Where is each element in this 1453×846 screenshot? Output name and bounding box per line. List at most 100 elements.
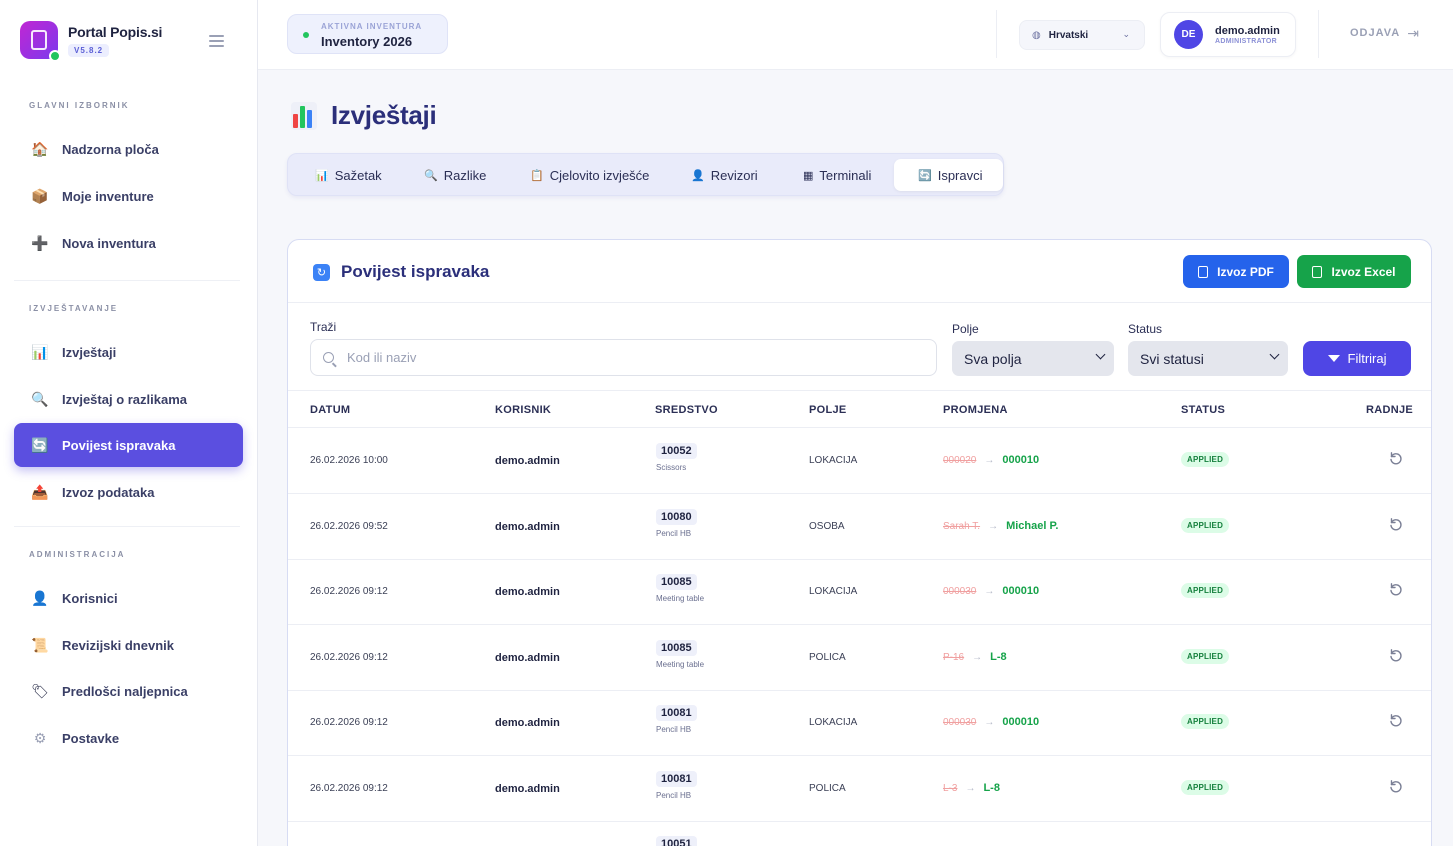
export-excel-button[interactable]: Izvoz Excel [1297,255,1411,288]
sidebar-item-audit-log[interactable]: 📜 Revizijski dnevnik [14,623,243,667]
version-badge: V5.8.2 [68,44,110,57]
chevron-down-icon [1095,349,1106,360]
revert-icon[interactable] [1388,778,1404,794]
asset-code[interactable]: 10081 [656,705,697,721]
table-row: 26.02.2026 09:12 demo.admin 10085 Meeting t… [288,625,1431,691]
tab-terminals[interactable]: ▦ Terminali [803,159,871,191]
sidebar-item-label: Povijest ispravaka [62,437,176,453]
row-user: demo.admin [495,521,560,533]
tab-auditors[interactable]: 👤 Revizori [691,159,758,191]
sidebar-item-data-export[interactable]: 📤 Izvoz podataka [14,470,243,514]
row-asset: 10052 Scissors [656,443,697,472]
topbar: AKTIVNA INVENTURA Inventory 2026 ◍ Hrvat… [258,0,1453,70]
export-pdf-button[interactable]: Izvoz PDF [1183,255,1289,288]
revert-icon[interactable] [1388,450,1404,466]
file-download-icon [1312,265,1323,278]
active-inventory-chip[interactable]: AKTIVNA INVENTURA Inventory 2026 [287,14,448,54]
new-value: 000010 [1002,585,1040,597]
sidebar-item-correction-history[interactable]: 🔄 Povijest ispravaka [14,423,243,467]
sidebar-item-dashboard[interactable]: 🏠 Nadzorna ploča [14,127,243,171]
brand-name: Portal Popis.si [68,24,163,40]
card-title: ↻ Povijest ispravaka [313,262,489,282]
row-user: demo.admin [495,652,560,664]
card-header: ↻ Povijest ispravaka Izvoz PDF Izvoz Exc… [288,240,1431,303]
sidebar-item-difference-report[interactable]: 🔍 Izvještaj o razlikama [14,377,243,421]
filter-icon [1327,355,1340,362]
row-date: 26.02.2026 09:12 [310,586,388,597]
row-change: P-16 → L-8 [943,651,1007,663]
online-indicator [49,50,61,62]
tab-label: Revizori [710,167,758,183]
column-header-actions: RADNJE [1366,404,1414,416]
plus-icon: ➕ [31,234,49,251]
row-field: OSOBA [809,521,845,532]
language-select[interactable]: ◍ Hrvatski ⌄ [1019,20,1145,50]
row-field: LOKACIJA [809,586,858,597]
search-input[interactable] [347,350,907,365]
field-filter-value: Sva polja [964,350,1022,367]
asset-code[interactable]: 10080 [656,509,697,525]
revert-icon[interactable] [1388,581,1404,597]
column-header-status[interactable]: STATUS [1181,404,1226,416]
column-header-user[interactable]: KORISNIK [495,404,552,416]
sidebar-item-label: Revizijski dnevnik [62,637,174,653]
revert-icon[interactable] [1388,647,1404,663]
divider [14,280,240,281]
tab-corrections[interactable]: 🔄 Ispravci [894,159,1003,191]
refresh-icon: 🔄 [918,169,932,182]
sidebar-item-users[interactable]: 👤 Korisnici [14,576,243,620]
sidebar-item-label-templates[interactable]: 🏷 Predlošci naljepnica [14,669,243,713]
filter-button[interactable]: Filtriraj [1303,341,1411,376]
revert-icon[interactable] [1388,712,1404,728]
tab-differences[interactable]: 🔍 Razlike [424,159,486,191]
user-menu[interactable]: DE demo.admin ADMINISTRATOR [1160,12,1296,57]
sidebar-item-new-inventory[interactable]: ➕ Nova inventura [14,221,243,265]
search-label: Traži [310,320,337,334]
old-value: L-3 [943,782,958,794]
row-date: 26.02.2026 09:12 [310,717,388,728]
terminal-icon: ▦ [803,169,814,182]
tab-summary[interactable]: 📊 Sažetak [315,159,382,191]
sidebar-item-label: Predlošci naljepnica [62,683,188,699]
column-header-date[interactable]: DATUM [310,404,351,416]
box-icon: 📦 [31,187,49,204]
table-row: 26.02.2026 09:12 demo.admin 10081 Pencil HB… [288,690,1431,756]
table-header: DATUM KORISNIK SREDSTVO POLJE PROMJENA S… [288,390,1431,428]
row-change: 000030 → 000010 [943,585,1039,597]
asset-name: Pencil HB [656,791,692,800]
field-filter-select[interactable]: Sva polja [952,341,1114,376]
asset-code[interactable]: 10052 [656,443,697,459]
language-value: Hrvatski [1048,29,1089,41]
avatar: DE [1174,20,1203,49]
asset-code[interactable]: 10051 [656,836,697,846]
brand[interactable]: Portal Popis.si V5.8.2 [20,21,163,62]
user-role: ADMINISTRATOR [1215,37,1277,45]
chart-icon: 📊 [31,343,49,360]
correction-history-card: ↻ Povijest ispravaka Izvoz PDF Izvoz Exc… [287,239,1432,846]
arrow-right-icon: → [984,716,995,728]
old-value: P-16 [943,651,965,663]
revert-icon[interactable] [1388,516,1404,532]
tab-full-report[interactable]: 📋 Cjelovito izvješće [530,159,649,191]
logout-button[interactable]: ODJAVA ⇥ [1350,26,1419,40]
column-header-asset[interactable]: SREDSTVO [655,404,718,416]
divider [1318,10,1319,58]
status-filter-select[interactable]: Svi statusi [1128,341,1288,376]
old-value: 000030 [943,716,977,728]
column-header-change[interactable]: PROMJENA [943,404,1008,416]
asset-code[interactable]: 10081 [656,771,697,787]
page-title: Izvještaji [291,100,437,131]
row-date: 26.02.2026 09:12 [310,783,388,794]
export-icon: 📤 [31,483,49,500]
sidebar-item-settings[interactable]: ⚙ Postavke [14,716,243,760]
magnifier-icon: 🔍 [424,169,438,182]
asset-name: Meeting table [656,660,705,669]
column-header-field[interactable]: POLJE [809,404,847,416]
home-icon: 🏠 [31,140,49,157]
filter-label: Filtriraj [1347,351,1387,366]
sidebar-item-reports[interactable]: 📊 Izvještaji [14,330,243,374]
sidebar-item-my-inventories[interactable]: 📦 Moje inventure [14,174,243,218]
asset-code[interactable]: 10085 [656,574,697,590]
asset-code[interactable]: 10085 [656,640,697,656]
menu-toggle-icon[interactable] [209,35,224,47]
